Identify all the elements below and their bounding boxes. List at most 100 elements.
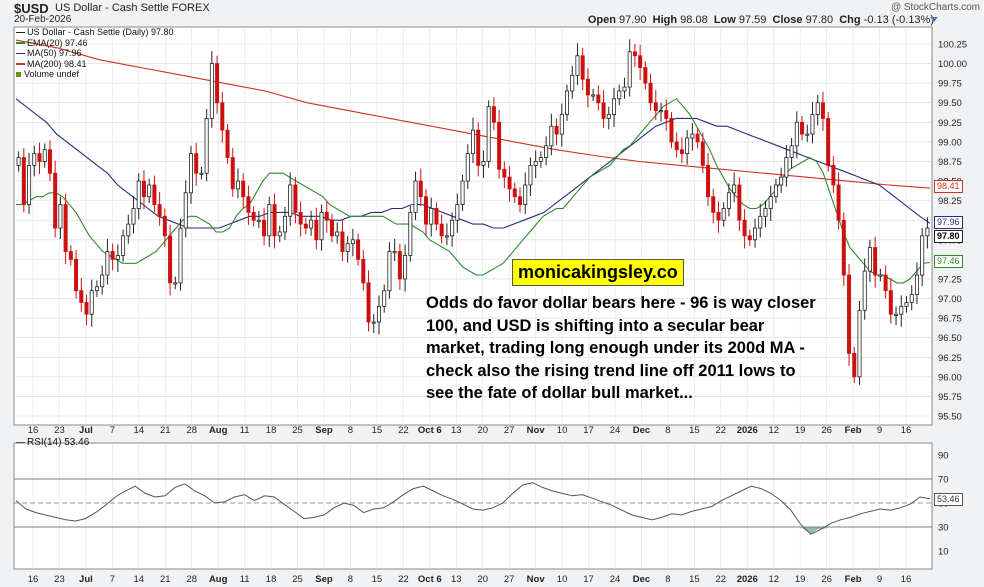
candle-body	[690, 133, 695, 139]
candle-body	[387, 251, 392, 292]
candlesticks	[16, 39, 930, 385]
legend-ma50: MA(50) 97.96	[16, 48, 174, 59]
candle-body	[392, 251, 397, 254]
legend-ma50-label: MA(50) 97.96	[27, 48, 82, 58]
candle-body	[110, 251, 115, 260]
time-tick-label: Feb	[845, 574, 862, 585]
time-tick-label: 16	[28, 574, 39, 585]
chg-label: Chg	[839, 14, 861, 26]
candle-body	[439, 223, 444, 237]
candle-body	[141, 180, 146, 198]
candle-body	[815, 102, 820, 115]
candle-body	[538, 157, 543, 162]
price-tick-label: 96.00	[938, 372, 962, 383]
time-tick-label: 24	[610, 574, 621, 585]
time-tick-label: 24	[610, 425, 621, 436]
time-tick-label: 28	[186, 425, 197, 436]
candle-body	[627, 51, 632, 88]
candle-body	[126, 223, 131, 237]
time-tick-label: Aug	[209, 574, 228, 585]
symbol[interactable]: $USD	[14, 1, 49, 16]
candle-body	[721, 208, 726, 221]
candle-body	[648, 82, 653, 104]
price-tick-label: 97.00	[938, 294, 962, 305]
candle-body	[758, 215, 763, 229]
candle-body	[319, 211, 324, 241]
candle-body	[622, 86, 627, 92]
candle-body	[152, 184, 157, 205]
candle-body	[847, 274, 852, 354]
candle-body	[909, 294, 914, 303]
candle-body	[74, 258, 79, 292]
price-tick-label: 99.00	[938, 137, 962, 148]
time-tick-label: 19	[795, 574, 806, 585]
time-tick-label: 9	[877, 425, 882, 436]
candle-body	[904, 302, 909, 307]
candle-body	[53, 172, 58, 229]
candle-body	[894, 313, 899, 316]
watermark-label: monicakingsley.co	[512, 259, 684, 286]
time-tick-label: 7	[110, 425, 115, 436]
ohlc-readout: Open 97.90 High 98.08 Low 97.59 Close 97…	[588, 14, 934, 26]
close-label: Close	[772, 14, 803, 26]
time-tick-label: Oct 6	[418, 574, 442, 585]
high-label: High	[652, 14, 678, 26]
candle-body	[638, 55, 643, 68]
candle-body	[147, 184, 152, 198]
candle-body	[183, 192, 188, 229]
candle-body	[486, 106, 491, 162]
candle-body	[742, 219, 747, 237]
price-tick-label: 96.50	[938, 333, 962, 344]
candle-body	[679, 149, 684, 155]
candle-body	[888, 290, 893, 315]
rsi-tick-label: 90	[938, 451, 949, 462]
candle-body	[204, 118, 209, 174]
time-tick-label: 10	[557, 574, 568, 585]
candle-body	[481, 161, 486, 166]
chevron-down-icon[interactable]	[930, 17, 938, 22]
price-tick-label: 96.25	[938, 353, 962, 364]
legend-swatch	[16, 71, 21, 77]
candle-body	[470, 129, 475, 155]
time-tick-label: 16	[901, 574, 912, 585]
price-panel	[13, 26, 933, 426]
ema20-badge: 97.46	[934, 255, 963, 268]
legend-ema20: EMA(20) 97.46	[16, 38, 174, 49]
candle-body	[711, 196, 716, 213]
time-tick-label: 8	[665, 425, 670, 436]
candle-body	[664, 110, 669, 119]
candle-body	[695, 133, 700, 143]
open-value: 97.90	[619, 14, 647, 26]
time-tick-label: 19	[795, 425, 806, 436]
time-tick-label: 2026	[737, 425, 758, 436]
time-tick-label: 9	[877, 574, 882, 585]
legend-swatch	[16, 441, 25, 444]
price-tick-label: 95.75	[938, 392, 962, 403]
candle-body	[220, 102, 225, 131]
candle-body	[215, 63, 220, 104]
legend-swatch	[16, 42, 25, 44]
time-tick-label: 15	[372, 574, 383, 585]
candle-body	[591, 94, 596, 97]
candle-body	[94, 286, 99, 292]
candle-body	[444, 235, 449, 238]
time-tick-label: 25	[292, 574, 303, 585]
ma200-badge: 98.41	[934, 180, 963, 193]
candle-body	[262, 219, 267, 237]
candle-body	[345, 243, 350, 252]
price-tick-label: 95.50	[938, 412, 962, 423]
candle-body	[267, 204, 272, 237]
copyright[interactable]: @ StockCharts.com	[890, 2, 980, 13]
candle-body	[585, 78, 590, 96]
time-axis-bottom: 16 23 Jul 7 14 21 28 Aug 11 18 25 Sep 8 15 22 Oct 6 13 20…	[28, 574, 912, 585]
time-tick-label: 16	[28, 425, 39, 436]
candle-body	[826, 118, 831, 166]
time-tick-label: 7	[110, 574, 115, 585]
candle-body	[32, 153, 37, 166]
rsi-badge: 53.46	[934, 493, 963, 506]
time-tick-label: Oct 6	[418, 425, 442, 436]
candle-body	[773, 184, 778, 198]
candle-body	[324, 211, 329, 221]
price-tick-label: 97.25	[938, 274, 962, 285]
price-tick-label: 100.25	[938, 40, 967, 51]
